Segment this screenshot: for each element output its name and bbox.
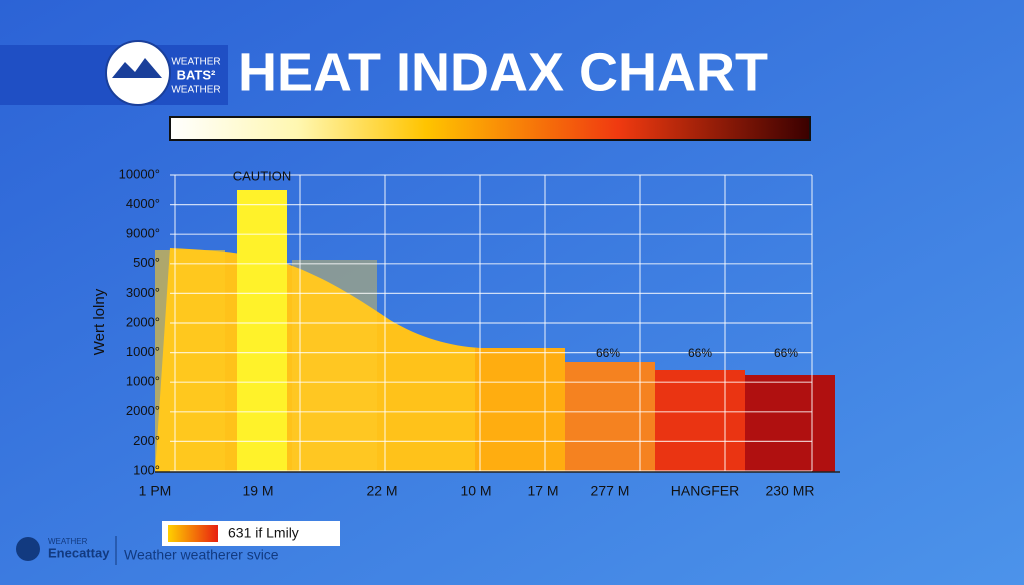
x-label: 19 M <box>242 483 273 499</box>
y-label: 2000° <box>126 314 160 329</box>
logo-text: WEATHER <box>171 57 220 68</box>
footer-logo-text: WEATHER <box>48 537 88 546</box>
column <box>292 260 377 472</box>
legend-swatch <box>168 525 218 542</box>
bar-label: 66% <box>596 346 620 360</box>
bar <box>565 362 655 472</box>
column <box>475 348 565 472</box>
grid <box>170 174 813 472</box>
x-label: HANGFER <box>671 483 739 499</box>
logo-text: WEATHER <box>171 85 220 96</box>
title: HEAT INDAX CHART <box>238 42 768 102</box>
x-label: 17 M <box>527 483 558 499</box>
x-label: 22 M <box>366 483 397 499</box>
y-label: 1000° <box>126 374 160 389</box>
color-scale <box>169 116 811 141</box>
footer-logo <box>16 537 40 561</box>
labels: 10000° 4000° 9000° 500° 3000° 2000° 1000° 1000°… <box>119 166 815 498</box>
y-label: 10000° <box>119 166 160 181</box>
logo-mountains <box>112 58 162 78</box>
y-label: 100° <box>133 462 160 477</box>
bar <box>745 375 835 472</box>
logo-text: BATS² <box>177 67 216 82</box>
legend-text: 631 if Lmily <box>228 525 299 541</box>
y-label: 1000° <box>126 344 160 359</box>
footer-service: Weather weatherer svice <box>124 547 279 563</box>
y-label: 9000° <box>126 226 160 241</box>
column <box>155 250 225 472</box>
y-axis-title: Wert lolny <box>91 288 108 355</box>
x-label: 277 M <box>591 483 630 499</box>
footer-logo-text: Enecattay <box>48 545 110 560</box>
x-label: 230 MR <box>765 483 814 499</box>
plot <box>155 174 840 473</box>
x-label: 1 PM <box>139 483 172 499</box>
y-label: 200° <box>133 433 160 448</box>
y-label: 4000° <box>126 196 160 211</box>
y-label: 2000° <box>126 403 160 418</box>
bar-label: 66% <box>688 346 712 360</box>
y-label: 500° <box>133 255 160 270</box>
bar-label: 66% <box>774 346 798 360</box>
y-label: 3000° <box>126 285 160 300</box>
caution-label: CAUTION <box>233 168 292 183</box>
bar <box>655 370 745 472</box>
caution-bar <box>237 190 287 472</box>
x-label: 10 M <box>460 483 491 499</box>
